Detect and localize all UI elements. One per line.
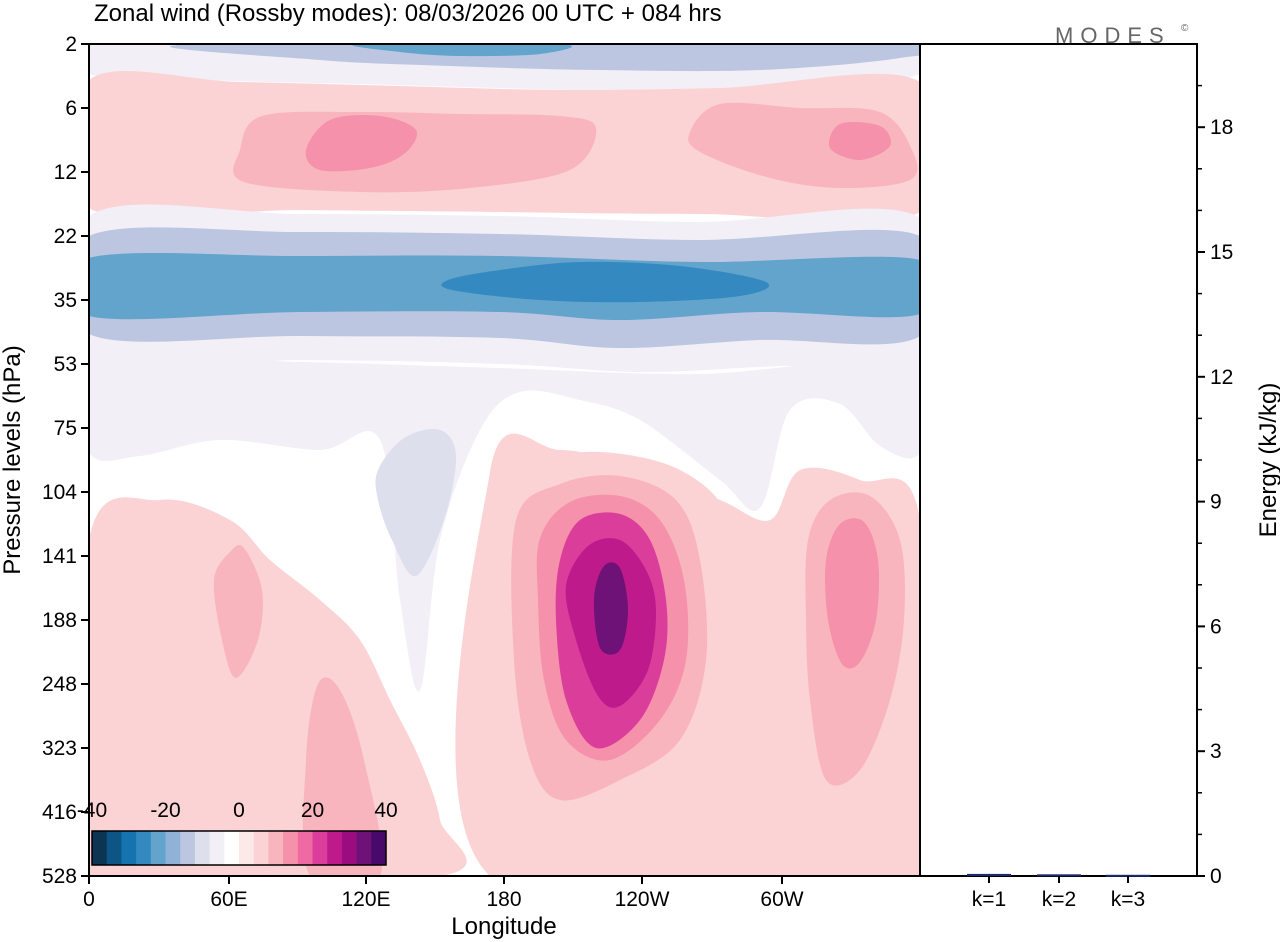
energy-bar [967,873,1011,876]
heatmap-region-africa-surface-lobe [302,677,383,876]
energy-tick-label: 9 [1210,491,1222,514]
energy-category-label: k=2 [1042,888,1076,911]
colorbar-tick-label: 20 [301,799,324,822]
colorbar-frame [91,830,387,866]
colorbar-swatch [92,831,108,865]
x-tick-label: 120W [615,888,670,911]
colorbar-swatch [121,831,137,865]
colorbar-swatch [253,831,269,865]
colorbar-swatch [327,831,343,865]
energy-tick-label: 6 [1210,615,1222,638]
y-tick-label: 2 [65,33,77,56]
x-tick-label: 0 [83,888,95,911]
energy-axis-label: Energy (kJ/kg) [1255,383,1280,538]
y-tick-label: 35 [54,289,77,312]
modes-logo-mark: © [1181,23,1189,34]
y-tick-label: 141 [42,545,77,568]
heatmap-region-top-band-max [352,44,572,57]
y-tick-label: 248 [42,673,77,696]
colorbar-swatch [341,831,357,865]
colorbar-swatch [209,831,225,865]
energy-tick-label: 12 [1210,366,1233,389]
modes-logo: MODES [1055,23,1171,48]
energy-tick-label: 0 [1210,865,1222,888]
colorbar-swatch [194,831,210,865]
energy-tick-label: 15 [1210,241,1233,264]
energy-bar [1106,874,1150,877]
colorbar-tick-label: -20 [150,799,180,822]
colorbar: -40 -20 0 20 40 [77,799,398,866]
colorbar-swatch [224,831,240,865]
heatmap-region-lower-stratosphere-band [89,353,920,692]
colorbar-swatch [180,831,196,865]
colorbar-swatch [371,831,387,865]
colorbar-swatch [165,831,181,865]
y-tick-label: 53 [54,353,77,376]
heatmap-field-layer [89,44,920,876]
x-tick-label: 60W [760,888,803,911]
colorbar-swatch [239,831,255,865]
colorbar-tick-label: 40 [374,799,397,822]
colorbar-swatch [136,831,152,865]
colorbar-swatch [312,831,328,865]
y-axis-label: Pressure levels (hPa) [0,345,26,574]
y-tick-label: 104 [42,481,77,504]
colorbar-swatch [106,831,122,865]
heatmap-region-pacific-positive-max [593,562,628,655]
x-tick-label: 180 [486,888,521,911]
y-tick-label: 528 [42,865,77,888]
colorbar-tick-label: -40 [77,799,107,822]
colorbar-swatch [283,831,299,865]
heatmap-region-atlantic-positive-core [825,518,880,669]
x-tick-label: 120E [341,888,390,911]
x-tick-label: 60E [210,888,247,911]
colorbar-tick-label: 0 [233,799,245,822]
chart-title: Zonal wind (Rossby modes): 08/03/2026 00… [94,0,722,27]
energy-tick-label: 3 [1210,740,1222,763]
heatmap-axes: 0 60E 120E 180 120W 60W 2 6 12 22 35 53 75 104 141 188 2… [42,33,804,911]
y-tick-label: 12 [54,161,77,184]
colorbar-swatch [268,831,284,865]
y-tick-label: 22 [54,225,77,248]
energy-bar [1037,874,1081,877]
heatmap-region-negative-tongue-midlevel [375,429,457,577]
x-axis-label: Longitude [451,913,556,940]
energy-panel-frame [919,43,1198,877]
y-tick-label: 416 [42,801,77,824]
y-tick-label: 6 [65,97,77,120]
energy-tick-label: 18 [1210,116,1233,139]
y-tick-label: 75 [54,417,77,440]
heatmap-region-upper-positive-core-east [828,122,892,161]
y-tick-label: 188 [42,609,77,632]
energy-bar-layer [967,873,1150,877]
heatmap-region-jet-max [441,261,770,303]
heatmap-region-upper-positive-core-west [305,115,418,172]
colorbar-swatch [297,831,313,865]
heatmap-region-indian-positive-lobe [213,545,263,678]
energy-axes: 0 3 6 9 12 15 18 k=1 k=2 k=3 [972,84,1233,911]
y-tick-label: 323 [42,737,77,760]
colorbar-swatch [356,831,372,865]
energy-category-label: k=1 [972,888,1006,911]
heatmap-region-surface-positive-west [89,497,467,876]
energy-category-label: k=3 [1111,888,1145,911]
heatmap-region-top-band-core [170,44,920,72]
colorbar-swatch [150,831,166,865]
